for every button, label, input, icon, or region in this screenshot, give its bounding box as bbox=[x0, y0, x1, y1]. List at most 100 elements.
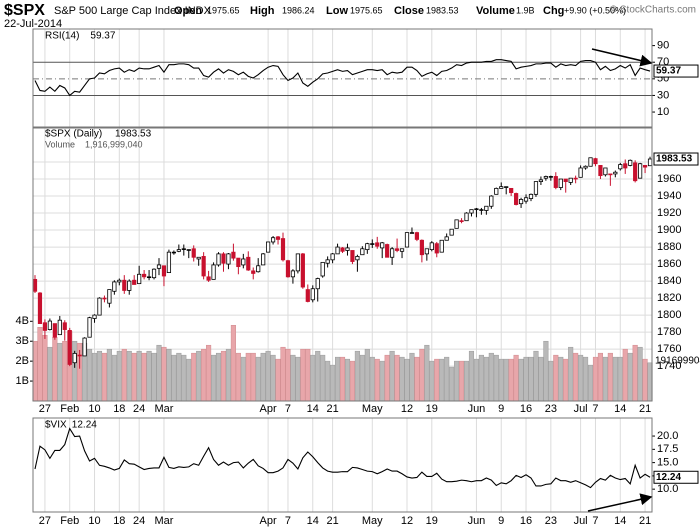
volume-bar bbox=[235, 352, 241, 402]
candle-body bbox=[151, 268, 157, 279]
candle-body bbox=[330, 253, 335, 261]
x-tick-label: 10 bbox=[88, 403, 100, 415]
candle-body bbox=[499, 186, 504, 189]
last-value-box bbox=[653, 470, 699, 484]
candle-body bbox=[598, 165, 603, 177]
x-tick-label: 27 bbox=[39, 515, 51, 527]
legend-value: 1983.53 bbox=[115, 129, 152, 140]
volume-tick-label: 2B bbox=[16, 355, 29, 367]
candle-body bbox=[370, 243, 375, 245]
quote-value: 1975.65 bbox=[207, 5, 240, 15]
volume-bar bbox=[538, 356, 544, 402]
x-tick-label: 27 bbox=[39, 403, 51, 415]
candle-body bbox=[315, 278, 320, 290]
candle-body bbox=[633, 162, 638, 182]
volume-bar bbox=[87, 348, 93, 402]
candle-body bbox=[618, 164, 623, 170]
volume-bar bbox=[459, 360, 465, 402]
volume-bar bbox=[642, 358, 648, 402]
volume-bar bbox=[72, 340, 78, 402]
x-tick-label: Jun bbox=[468, 403, 486, 415]
x-tick-label: Jul bbox=[574, 515, 588, 527]
volume-bar bbox=[617, 356, 623, 402]
candle-body bbox=[538, 179, 544, 182]
y-tick-label: 90 bbox=[657, 40, 669, 52]
candle-body bbox=[191, 248, 196, 258]
volume-bar bbox=[305, 348, 311, 402]
candle-body bbox=[270, 237, 276, 243]
candle-body bbox=[484, 205, 489, 211]
volume-bar bbox=[424, 344, 430, 402]
candle-body bbox=[206, 276, 211, 281]
candle-body bbox=[275, 236, 281, 240]
volume-bar bbox=[553, 354, 559, 402]
volume-bar bbox=[211, 354, 217, 402]
x-tick-label: 23 bbox=[545, 515, 557, 527]
volume-bar bbox=[270, 354, 276, 402]
volume-bar bbox=[578, 354, 584, 402]
candle-body bbox=[261, 253, 266, 266]
x-tick-label: May bbox=[362, 515, 383, 527]
volume-bar bbox=[161, 346, 167, 402]
x-tick-label: 7 bbox=[285, 403, 291, 415]
volume-bar bbox=[439, 358, 445, 402]
candle-body bbox=[37, 292, 43, 325]
legend-label: $VIX bbox=[45, 420, 67, 431]
x-tick-label: 21 bbox=[326, 515, 338, 527]
y-tick-label: 15.0 bbox=[657, 457, 678, 469]
y-tick-label: 1760 bbox=[657, 343, 681, 355]
candle-body bbox=[226, 253, 231, 265]
candle-body bbox=[449, 228, 454, 236]
annotation-arrow bbox=[591, 48, 653, 67]
candle-body bbox=[563, 178, 568, 182]
volume-bar bbox=[181, 354, 187, 402]
candle-body bbox=[102, 297, 107, 300]
y-tick-label: 1740 bbox=[657, 360, 681, 372]
volume-bar bbox=[344, 358, 351, 402]
candle-body bbox=[181, 248, 186, 250]
candle-body bbox=[82, 337, 87, 357]
x-tick-label: 9 bbox=[498, 515, 504, 527]
volume-legend: Volume bbox=[45, 139, 75, 149]
candle-body bbox=[127, 280, 132, 291]
candle-body bbox=[523, 197, 529, 202]
panel bbox=[33, 418, 652, 512]
volume-bar bbox=[315, 350, 321, 402]
y-tick-label: 20.0 bbox=[657, 430, 678, 442]
candle-body bbox=[92, 314, 97, 319]
volume-bar bbox=[156, 344, 162, 402]
volume-bar bbox=[106, 348, 112, 402]
x-tick-label: 16 bbox=[520, 515, 532, 527]
volume-bar bbox=[47, 346, 53, 402]
candle-body bbox=[62, 322, 67, 330]
volume-bar bbox=[62, 340, 68, 402]
volume-bar bbox=[196, 350, 202, 402]
candle-body bbox=[186, 249, 191, 251]
volume-bar bbox=[384, 354, 390, 402]
volume-bar bbox=[146, 350, 152, 402]
quote-label: High bbox=[250, 5, 275, 17]
volume-bar bbox=[320, 354, 326, 402]
volume-bar bbox=[379, 360, 385, 402]
frame bbox=[32, 127, 653, 402]
volume-bar bbox=[290, 354, 296, 402]
candle-body bbox=[474, 208, 479, 211]
y-tick-label: 30 bbox=[657, 89, 669, 101]
candle-body bbox=[320, 261, 325, 277]
candle-body bbox=[390, 248, 395, 258]
candle-body bbox=[439, 239, 444, 253]
candle-body bbox=[608, 173, 613, 176]
volume-bar bbox=[364, 348, 370, 402]
volume-bar bbox=[255, 356, 261, 402]
candle-body bbox=[434, 243, 439, 254]
x-tick-label: Feb bbox=[60, 403, 79, 415]
candle-body bbox=[231, 251, 236, 259]
volume-bar bbox=[325, 360, 331, 402]
candle-body bbox=[469, 209, 474, 214]
last-close-box bbox=[653, 152, 699, 166]
volume-bar bbox=[488, 352, 494, 402]
volume-bar bbox=[310, 354, 316, 402]
volume-bar bbox=[607, 352, 613, 402]
candle-body bbox=[201, 256, 206, 277]
